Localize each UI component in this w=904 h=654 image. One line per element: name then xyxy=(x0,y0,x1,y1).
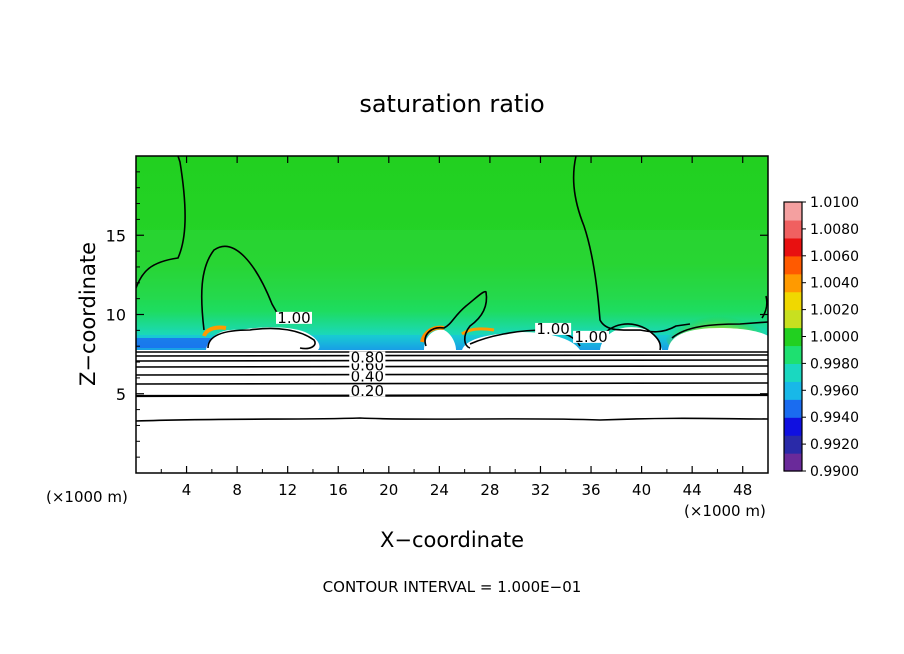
contour-0-70 xyxy=(136,354,768,357)
contour-label: 1.00 xyxy=(536,320,569,338)
contour-1-00-c xyxy=(207,327,316,350)
x-tick-label: 48 xyxy=(733,481,752,499)
colorbar-segment xyxy=(784,255,802,275)
contour-0-50 xyxy=(136,365,768,368)
colorbar-tick-label: 0.9920 xyxy=(810,437,859,453)
x-tick-label: 24 xyxy=(430,481,449,499)
subcloud-region xyxy=(136,350,768,473)
contour-0-30 xyxy=(136,382,768,385)
contour-label: 0.20 xyxy=(351,382,384,400)
x-tick-label: 32 xyxy=(531,481,550,499)
x-tick-label: 8 xyxy=(232,481,242,499)
x-unit-right: (×1000 m) xyxy=(684,502,766,520)
contour-labels: 0.200.400.600.801.001.00 1.00 xyxy=(276,309,610,400)
colorbar: 0.9900 0.9920 0.9940 0.9960 0.9980 1.0000 1.00… xyxy=(783,195,859,480)
colorbar-segment xyxy=(784,453,802,472)
colorbar-segment xyxy=(784,309,802,329)
y-tick-label: 10 xyxy=(106,306,126,325)
orange-edge-3 xyxy=(461,327,495,336)
colorbar-tick-label: 1.0080 xyxy=(810,222,859,238)
y-tick-label: 15 xyxy=(106,226,126,245)
colorbar-segment xyxy=(784,381,802,400)
colorbar-segment xyxy=(784,399,802,418)
x-tick-label: 36 xyxy=(581,481,600,499)
contour-label-bg xyxy=(349,370,386,383)
contour-1-00-a xyxy=(136,156,186,289)
colorbar-tick-label: 0.9960 xyxy=(810,383,859,399)
colorbar-tick-label: 1.0060 xyxy=(810,249,859,265)
contour-1-00-d xyxy=(424,290,488,349)
contour-edge-right xyxy=(761,295,768,319)
colorbar-segment xyxy=(784,219,802,239)
y-axis: 5 10 15 xyxy=(106,171,768,458)
colorbar-segment xyxy=(784,327,802,347)
contour-label: 0.80 xyxy=(351,348,384,366)
y-tick-label: 5 xyxy=(116,385,126,404)
contour-0-40 xyxy=(136,373,768,376)
contour-label: 1.00 xyxy=(574,328,607,346)
x-unit-left: (×1000 m) xyxy=(46,488,128,506)
contour-interval-footer: CONTOUR INTERVAL = 1.000E−01 xyxy=(323,578,582,596)
x-tick-label: 44 xyxy=(683,481,702,499)
colorbar-tick-label: 1.0000 xyxy=(810,330,859,346)
contour-label-bg xyxy=(349,384,386,397)
x-tick-label: 28 xyxy=(480,481,499,499)
contour-1-00-b xyxy=(200,245,281,331)
contour-1-00-g xyxy=(599,323,662,351)
contour-0-60 xyxy=(136,359,768,362)
contour-label-bg xyxy=(535,322,572,335)
colorbar-segment xyxy=(784,363,802,382)
x-tick-label: 20 xyxy=(379,481,398,499)
plot-area xyxy=(136,156,768,473)
x-axis-label: X−coordinate xyxy=(380,528,524,552)
colorbar-segment xyxy=(784,273,802,293)
chart-title: saturation ratio xyxy=(359,90,544,118)
x-tick-label: 40 xyxy=(632,481,651,499)
colorbar-tick-label: 1.0100 xyxy=(810,195,859,211)
colorbar-segment xyxy=(784,435,802,454)
colorbar-tick-label: 0.9940 xyxy=(810,410,859,426)
colorbar-tick-label: 1.0040 xyxy=(810,276,859,292)
colorbar-tick-label: 0.9900 xyxy=(810,464,859,480)
contour-0-20 xyxy=(136,393,768,398)
colorbar-segment xyxy=(784,345,802,364)
contour-label: 1.00 xyxy=(277,309,310,327)
x-tick-label: 12 xyxy=(278,481,297,499)
x-tick-label: 16 xyxy=(329,481,348,499)
contour-label: 0.40 xyxy=(351,367,384,385)
colorbar-segment xyxy=(784,417,802,436)
x-axis: 4 8 12 16 20 24 28 32 36 40 44 48 xyxy=(160,156,752,499)
colorbar-segment xyxy=(784,202,802,221)
contour-label-bg xyxy=(349,351,386,364)
light-band xyxy=(136,230,768,300)
contour-label-bg xyxy=(573,330,610,343)
orange-edge-1 xyxy=(202,325,227,337)
colorbar-tick-label: 1.0020 xyxy=(810,303,859,319)
colorbar-segment xyxy=(784,291,802,311)
contour-0-10 xyxy=(136,417,768,422)
contour-lines xyxy=(136,156,768,422)
cloud-gap-2 xyxy=(424,329,456,350)
cloud-gap-4 xyxy=(600,327,662,350)
y-axis-label: Z−coordinate xyxy=(76,242,100,386)
boundary-strip-left xyxy=(136,338,216,348)
cloud-gap-1 xyxy=(206,327,320,350)
colorbar-segment xyxy=(784,237,802,257)
contour-1-00-h xyxy=(671,321,768,339)
cloud-gap-5 xyxy=(668,328,768,350)
colorbar-tick-label: 0.9980 xyxy=(810,356,859,372)
x-tick-label: 4 xyxy=(182,481,192,499)
contour-label-bg xyxy=(276,311,312,324)
